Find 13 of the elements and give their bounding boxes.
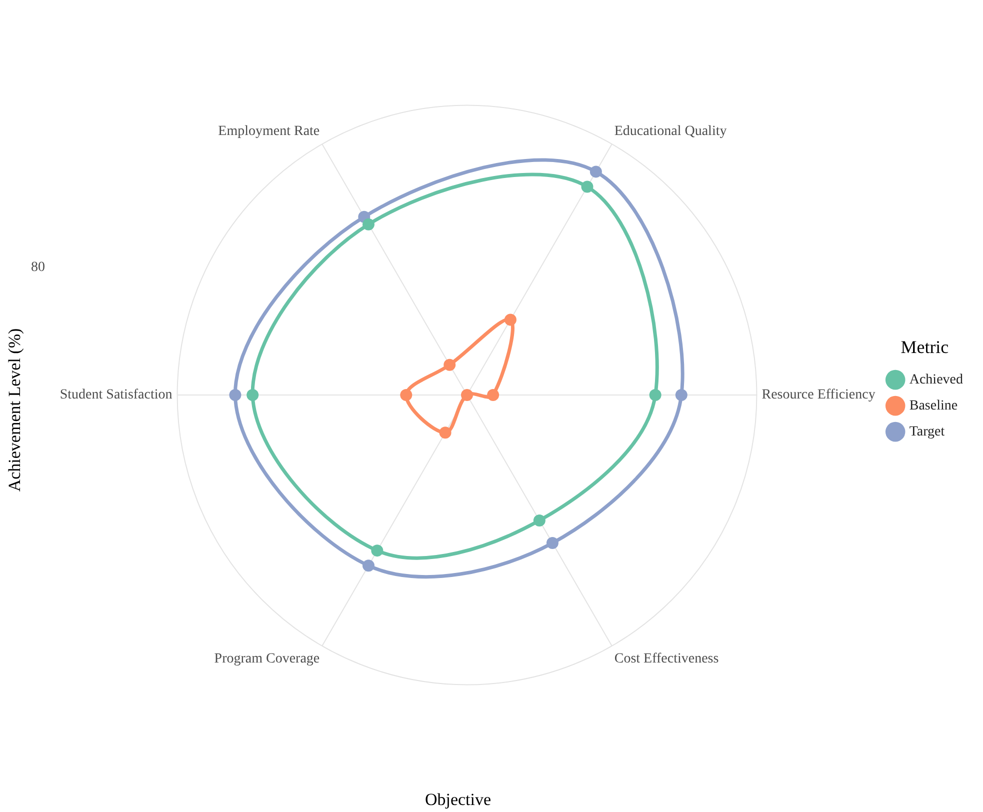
spoke-label: Resource Efficiency [762, 388, 876, 403]
legend-label: Baseline [909, 398, 958, 414]
spoke-label: Cost Effectiveness [614, 651, 719, 666]
spoke-label: Program Coverage [214, 651, 320, 666]
spoke-label: Employment Rate [218, 124, 320, 140]
spoke-label: Student Satisfaction [60, 388, 172, 403]
text: 80 [31, 260, 45, 276]
legend-title: Metric [900, 336, 949, 357]
spoke-label: Educational Quality [614, 124, 727, 140]
legend-label: Achieved [909, 372, 964, 388]
text: Objective [424, 790, 492, 810]
text: Achievement Level (%) [5, 327, 25, 494]
legend-label: Target [909, 424, 945, 440]
